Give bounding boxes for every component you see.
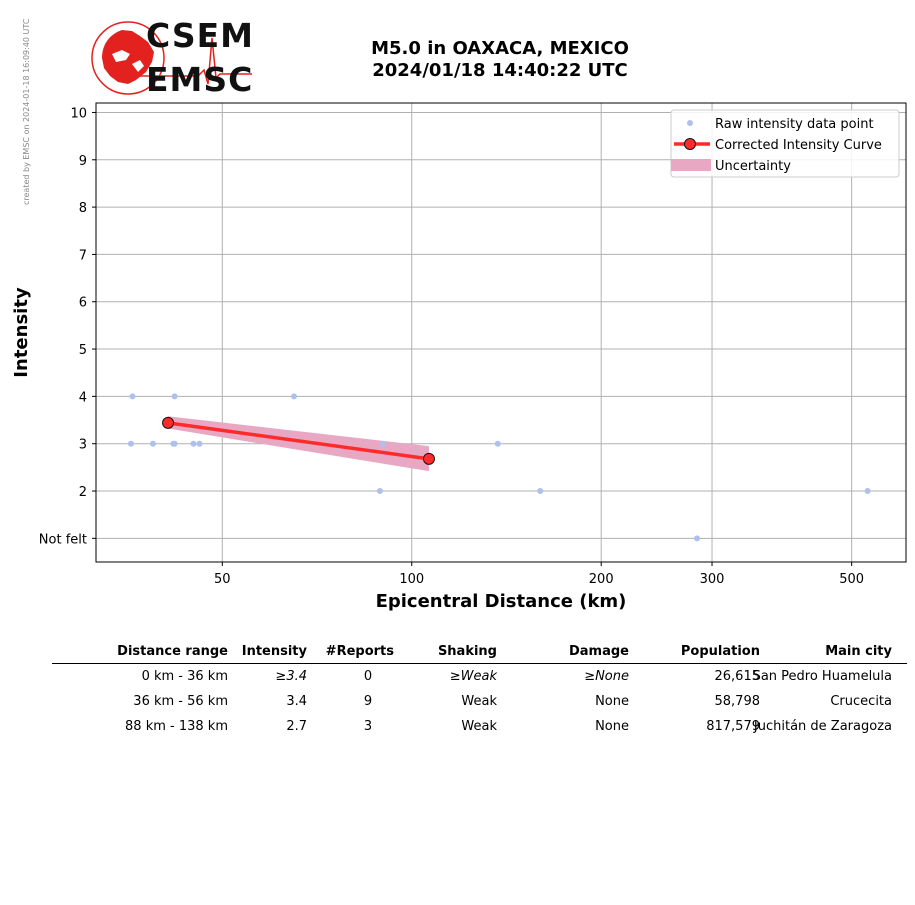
- y-tick-label: 3: [79, 438, 87, 453]
- raw-data-point: [290, 393, 297, 400]
- y-tick-label: 8: [79, 201, 87, 216]
- legend-label: Raw intensity data point: [715, 117, 874, 132]
- table-cell: 3: [363, 719, 373, 734]
- table-cell: Crucecita: [830, 694, 892, 709]
- table-cell: None: [595, 694, 629, 709]
- x-tick-label: 200: [589, 572, 614, 587]
- logo-text-top: CSEM: [146, 16, 254, 55]
- x-tick-label: 100: [399, 572, 424, 587]
- corrected-intensity-line: [167, 421, 430, 461]
- table-cell: 2.7: [286, 719, 307, 734]
- legend-marker-swatch: [684, 138, 696, 150]
- y-tick-label: 4: [79, 390, 87, 405]
- corrected-intensity-marker: [162, 416, 175, 429]
- legend-band-swatch: [671, 159, 711, 171]
- x-tick-label: 50: [214, 572, 231, 587]
- x-tick-label: 500: [839, 572, 864, 587]
- table-cell: ≥3.4: [275, 669, 307, 684]
- table-cell: ≥None: [584, 669, 629, 684]
- plot-frame: [95, 102, 907, 563]
- y-tick-label: 9: [79, 154, 87, 169]
- table-cell: San Pedro Huamelula: [752, 669, 892, 684]
- raw-data-point: [129, 393, 136, 400]
- table-row: 88 km - 138 km 2.7 3 Weak None 817,579 Juchitá…: [52, 717, 907, 742]
- raw-data-point: [537, 488, 544, 495]
- chart-title: M5.0 in OAXACA, MEXICO 2024/01/18 14:40:…: [330, 38, 670, 82]
- table-cell: Intensity: [241, 644, 307, 659]
- x-tick-label: 300: [700, 572, 725, 587]
- table-cell: Population: [680, 644, 760, 659]
- corrected-intensity-marker: [422, 452, 435, 465]
- table-row: 0 km - 36 km ≥3.4 0 ≥Weak ≥None 26,615 San Ped…: [52, 667, 907, 692]
- csem-emsc-logo: CSEM EMSC: [88, 16, 254, 99]
- table-cell: Main city: [825, 644, 892, 659]
- y-tick-label: 7: [79, 248, 87, 263]
- raw-data-point: [864, 488, 871, 495]
- logo-text-bottom: EMSC: [146, 60, 254, 99]
- table-cell: 0: [363, 669, 373, 684]
- table-row: 36 km - 56 km 3.4 9 Weak None 58,798 Crucecita: [52, 692, 907, 717]
- raw-data-point: [171, 393, 178, 400]
- y-tick-label: 10: [70, 106, 87, 121]
- legend-label: Uncertainty: [715, 159, 791, 174]
- table-cell: 9: [363, 694, 373, 709]
- table-cell: 817,579: [706, 719, 760, 734]
- y-tick-label: 5: [79, 343, 87, 358]
- uncertainty-band: [168, 416, 429, 472]
- table-cell: Weak: [461, 694, 497, 709]
- raw-data-point: [149, 440, 156, 447]
- y-axis-label: Intensity: [11, 287, 32, 378]
- table-cell: #Reports: [325, 644, 394, 659]
- title-time: 2024/01/18 14:40:22 UTC: [372, 60, 628, 81]
- table-cell: None: [595, 719, 629, 734]
- table-header-row: Distance range Intensity #Reports Shaking Da…: [52, 642, 907, 667]
- raw-data-point: [494, 440, 501, 447]
- raw-data-point: [694, 535, 701, 542]
- title-event: M5.0 in OAXACA, MEXICO: [371, 38, 629, 59]
- table-header-divider: [52, 663, 907, 664]
- raw-data-point: [376, 488, 383, 495]
- table-cell: Distance range: [117, 644, 228, 659]
- raw-data-point: [127, 440, 134, 447]
- raw-data-point: [171, 440, 178, 447]
- legend-box: [670, 109, 900, 178]
- table-cell: Shaking: [437, 644, 497, 659]
- y-tick-label: 6: [79, 296, 87, 311]
- table-cell: ≥Weak: [449, 669, 497, 684]
- raw-data-point: [379, 440, 386, 447]
- intensity-table: Distance range Intensity #Reports Shaking Da…: [52, 642, 907, 742]
- table-cell: 3.4: [286, 694, 307, 709]
- x-axis-label: Epicentral Distance (km): [376, 591, 627, 612]
- table-cell: 36 km - 56 km: [133, 694, 228, 709]
- table-cell: Damage: [568, 644, 629, 659]
- raw-data-point: [190, 440, 197, 447]
- y-tick-label: Not felt: [39, 532, 87, 547]
- table-cell: Weak: [461, 719, 497, 734]
- legend-label: Corrected Intensity Curve: [715, 138, 882, 153]
- intensity-chart: 50 100 200 300 500 Not felt 2 3 4 5 6 7 8 9 10 Epicentr…: [11, 102, 907, 612]
- table-cell: 0 km - 36 km: [141, 669, 228, 684]
- table-cell: 26,615: [714, 669, 761, 684]
- table-cell: 58,798: [714, 694, 761, 709]
- table-cell: 88 km - 138 km: [125, 719, 228, 734]
- table-cell: Juchitán de Zaragoza: [753, 719, 892, 734]
- y-tick-label: 2: [79, 485, 87, 500]
- legend-raw-swatch: [687, 120, 693, 126]
- raw-data-point: [196, 440, 203, 447]
